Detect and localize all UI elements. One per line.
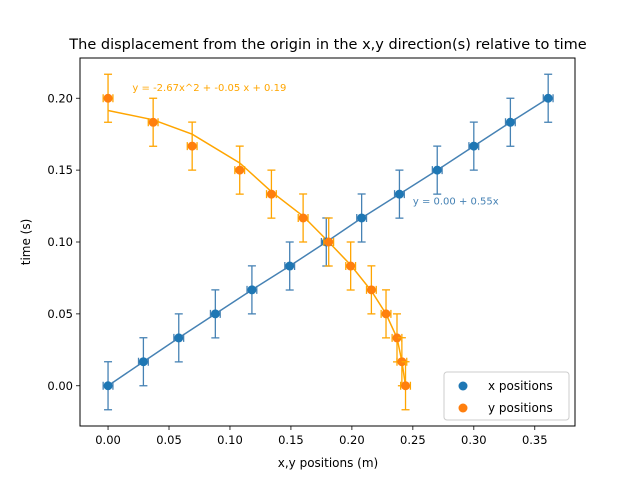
chart-title: The displacement from the origin in the …	[68, 37, 586, 53]
x-positions-point	[210, 309, 220, 319]
y-fit-equation: y = -2.67x^2 + -0.05 x + 0.19	[132, 83, 286, 94]
legend-label-x-positions: x positions	[488, 379, 553, 393]
y-positions-point	[266, 189, 276, 199]
x-positions-point	[247, 285, 257, 295]
axes-frame	[79, 57, 576, 427]
y-positions-point	[298, 213, 308, 223]
y-positions-series	[102, 73, 412, 411]
x-positions-point	[505, 117, 515, 127]
x-positions-point	[394, 189, 404, 199]
y-positions-point	[187, 141, 197, 151]
x-fit-equation: y = 0.00 + 0.55x	[413, 197, 499, 208]
x-positions-point	[138, 357, 148, 367]
x-tick-label: 0.05	[156, 433, 182, 447]
x-tick-label: 0.25	[400, 433, 426, 447]
y-positions-point	[346, 261, 356, 271]
legend-box	[443, 371, 570, 421]
x-positions-point	[432, 165, 442, 175]
x-tick-label: 0.15	[278, 433, 304, 447]
y-positions-point	[381, 309, 391, 319]
y-positions-point	[235, 165, 245, 175]
y-axis-label: time (s)	[19, 219, 33, 266]
y-tick-label: 0.05	[47, 307, 73, 321]
legend-label-y-positions: y positions	[488, 401, 553, 415]
x-tick-label: 0.20	[339, 433, 365, 447]
plot-area: y = -2.67x^2 + -0.05 x + 0.19 y = 0.00 + …	[102, 73, 554, 411]
x-tick-label: 0.00	[95, 433, 121, 447]
y-positions-point	[148, 117, 158, 127]
y-tick-label: 0.20	[47, 91, 73, 105]
x-positions-point	[103, 381, 113, 391]
x-positions-point	[543, 93, 553, 103]
legend-marker-y-positions	[458, 403, 468, 413]
y-positions-point	[392, 333, 402, 343]
x-positions-point	[174, 333, 184, 343]
x-positions-point	[285, 261, 295, 271]
legend: x positions y positions	[443, 371, 570, 421]
y-positions-point	[401, 381, 411, 391]
y-tick-label: 0.10	[47, 235, 73, 249]
legend-marker-x-positions	[458, 381, 468, 391]
y-positions-point	[103, 93, 113, 103]
x-positions-point	[357, 213, 367, 223]
x-positions-point	[469, 141, 479, 151]
y-positions-point	[324, 237, 334, 247]
x-tick-label: 0.30	[461, 433, 487, 447]
x-axis-label: x,y positions (m)	[278, 456, 378, 470]
x-tick-label: 0.10	[217, 433, 243, 447]
y-tick-label: 0.15	[47, 163, 73, 177]
y-positions-point	[366, 285, 376, 295]
x-tick-label: 0.35	[522, 433, 548, 447]
y-tick-label: 0.00	[47, 379, 73, 393]
x-positions-series	[102, 73, 554, 411]
